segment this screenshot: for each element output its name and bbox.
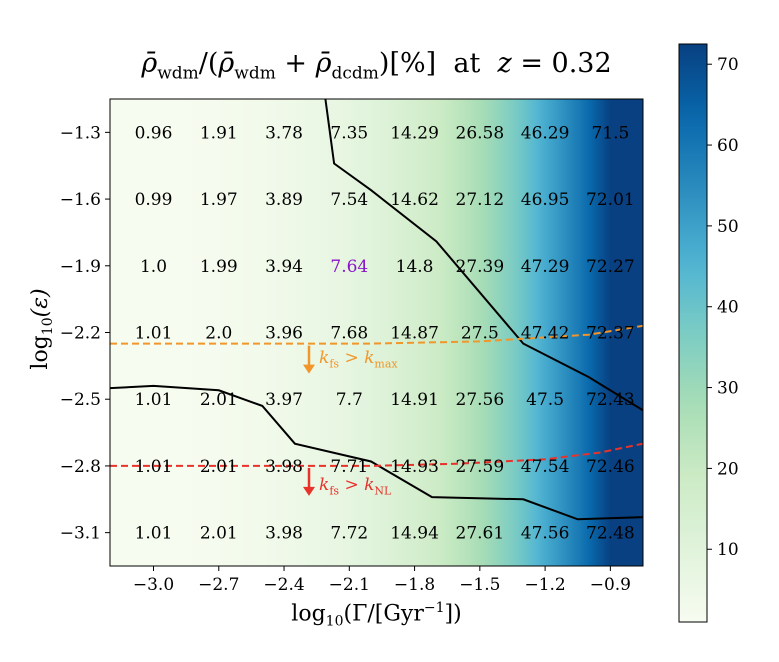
heatmap-cell-label: 14.91	[390, 390, 439, 410]
heatmap-cell-label: 14.94	[390, 524, 439, 544]
heatmap-cell-label: 7.68	[330, 324, 368, 344]
heatmap-cell-label: 27.5	[461, 324, 499, 344]
heatmap-cell-label: 1.91	[200, 123, 238, 143]
curve-kmax-boundary	[110, 324, 644, 345]
heatmap-cell-label: 1.01	[135, 390, 173, 410]
x-tick-label: −2.4	[263, 575, 304, 595]
heatmap-cell-label: 26.58	[456, 123, 505, 143]
colorbar-tick-label: 30	[717, 379, 739, 399]
chart-title: ρ̄wdm/(ρ̄wdm + ρ̄dcdm)[%] at z = 0.32	[141, 48, 612, 84]
y-tick-label: −2.5	[60, 390, 101, 410]
heatmap-cell-label: 27.61	[456, 524, 505, 544]
heatmap-cell-label: 1.01	[135, 457, 173, 477]
y-tick-label: −1.3	[60, 123, 101, 143]
colorbar-ticks: 10 20 30 40 50 60 70	[707, 55, 739, 560]
heatmap-cell-label: 46.29	[521, 123, 570, 143]
x-tick-label: −1.8	[394, 575, 435, 595]
heatmap-cell-label: 72.46	[586, 457, 635, 477]
heatmap-cell-label: 7.54	[330, 190, 368, 210]
heatmap-cell-label: 3.94	[265, 257, 303, 277]
x-tick-label: −2.1	[329, 575, 370, 595]
y-tick-label: −1.6	[60, 190, 101, 210]
heatmap-cell-label: 3.78	[265, 123, 303, 143]
heatmap-cell-label: 14.29	[390, 123, 439, 143]
heatmap-cell-label: 1.01	[135, 324, 173, 344]
heatmap-cell-label: 1.01	[135, 524, 173, 544]
colorbar-tick-label: 20	[717, 459, 739, 479]
heatmap-cell-label: 3.89	[265, 190, 303, 210]
heatmap-cell-label: 46.95	[521, 190, 570, 210]
heatmap-cell-label: 47.29	[521, 257, 570, 277]
heatmap-cell-label: 7.7	[336, 390, 363, 410]
x-tick-label: −1.2	[524, 575, 565, 595]
heatmap-cell-label: 72.27	[586, 257, 635, 277]
y-tick-label: −3.1	[60, 524, 101, 544]
heatmap-cell-label: 3.97	[265, 390, 303, 410]
knl-arrow-head	[303, 486, 315, 496]
heatmap-cell-label: 72.37	[586, 324, 635, 344]
heatmap-cell-label: 7.71	[330, 457, 368, 477]
heatmap-cell-label: 14.62	[390, 190, 439, 210]
x-tick-label: −0.9	[590, 575, 631, 595]
y-tick-label: −2.8	[60, 457, 101, 477]
annotation-arrows	[303, 345, 315, 496]
heatmap-cell-label: 27.56	[456, 390, 505, 410]
heatmap-cell-label: 2.0	[205, 324, 232, 344]
heatmap-cell-label: 2.01	[200, 524, 238, 544]
heatmap-cell-label: 1.97	[200, 190, 238, 210]
heatmap-field	[110, 99, 643, 566]
kmax-arrow-head	[303, 364, 315, 374]
x-axis-label: log10(Γ/[Gyr−1])	[291, 600, 462, 630]
colorbar-tick-label: 60	[717, 136, 739, 156]
heatmap-cell-label: 7.35	[330, 123, 368, 143]
heatmap-cell-labels: 0.96 1.91 3.78 7.35 14.29 26.58 46.29 71.5 0.99 1…	[135, 123, 635, 543]
heatmap-cell-label: 0.99	[135, 190, 173, 210]
curve-lower-black	[109, 384, 644, 521]
colorbar-tick-label: 40	[717, 298, 739, 318]
y-tick-label: −2.2	[60, 324, 101, 344]
curve-knl-boundary	[110, 442, 644, 467]
heatmap-cell-label: 47.5	[526, 390, 564, 410]
heatmap-cell-label-highlight: 7.64	[330, 257, 368, 277]
colorbar-tick-label: 70	[717, 55, 739, 75]
boundary-curves	[109, 98, 644, 521]
heatmap-cell-label: 14.87	[390, 324, 439, 344]
heatmap-cell-label: 14.8	[396, 257, 434, 277]
heatmap-cell-label: 2.01	[200, 457, 238, 477]
y-tick-label: −1.9	[60, 257, 101, 277]
kmax-annotation: kfs > kmax	[319, 348, 398, 371]
heatmap-cell-label: 0.96	[135, 123, 173, 143]
heatmap-cell-label: 3.98	[265, 524, 303, 544]
heatmap-cell-label: 72.48	[586, 524, 635, 544]
heatmap-cell-label: 72.01	[586, 190, 635, 210]
heatmap-cell-label: 47.54	[521, 457, 570, 477]
heatmap-cell-label: 1.0	[140, 257, 167, 277]
heatmap-cell-label: 27.59	[456, 457, 505, 477]
heatmap-cell-label: 47.56	[521, 524, 570, 544]
heatmap-cell-label: 3.96	[265, 324, 303, 344]
heatmap-cell-label: 14.93	[390, 457, 439, 477]
heatmap-cell-label: 47.42	[521, 324, 570, 344]
x-tick-label: −2.7	[198, 575, 239, 595]
x-axis-ticks: −3.0 −2.7 −2.4 −2.1 −1.8 −1.5 −1.2 −0.9	[133, 566, 631, 595]
colorbar-tick-label: 10	[717, 540, 739, 560]
heatmap-cell-label: 3.98	[265, 457, 303, 477]
x-tick-label: −1.5	[459, 575, 500, 595]
curve-upper-black	[324, 98, 644, 412]
heatmap-cell-label: 7.72	[330, 524, 368, 544]
heatmap-cell-label: 71.5	[591, 123, 629, 143]
knl-annotation: kfs > kNL	[319, 475, 392, 498]
heatmap-cell-label: 27.39	[456, 257, 505, 277]
heatmap-cell-label: 27.12	[456, 190, 505, 210]
colorbar	[678, 43, 708, 623]
y-axis-ticks: −1.3 −1.6 −1.9 −2.2 −2.5 −2.8 −3.1	[60, 123, 110, 544]
heatmap-cell-label: 72.43	[586, 390, 635, 410]
y-axis-label: log10(ε)	[27, 288, 57, 370]
colorbar-tick-label: 50	[717, 217, 739, 237]
heatmap-cell-label: 1.99	[200, 257, 238, 277]
heatmap-cell-label: 2.01	[200, 390, 238, 410]
x-tick-label: −3.0	[133, 575, 174, 595]
